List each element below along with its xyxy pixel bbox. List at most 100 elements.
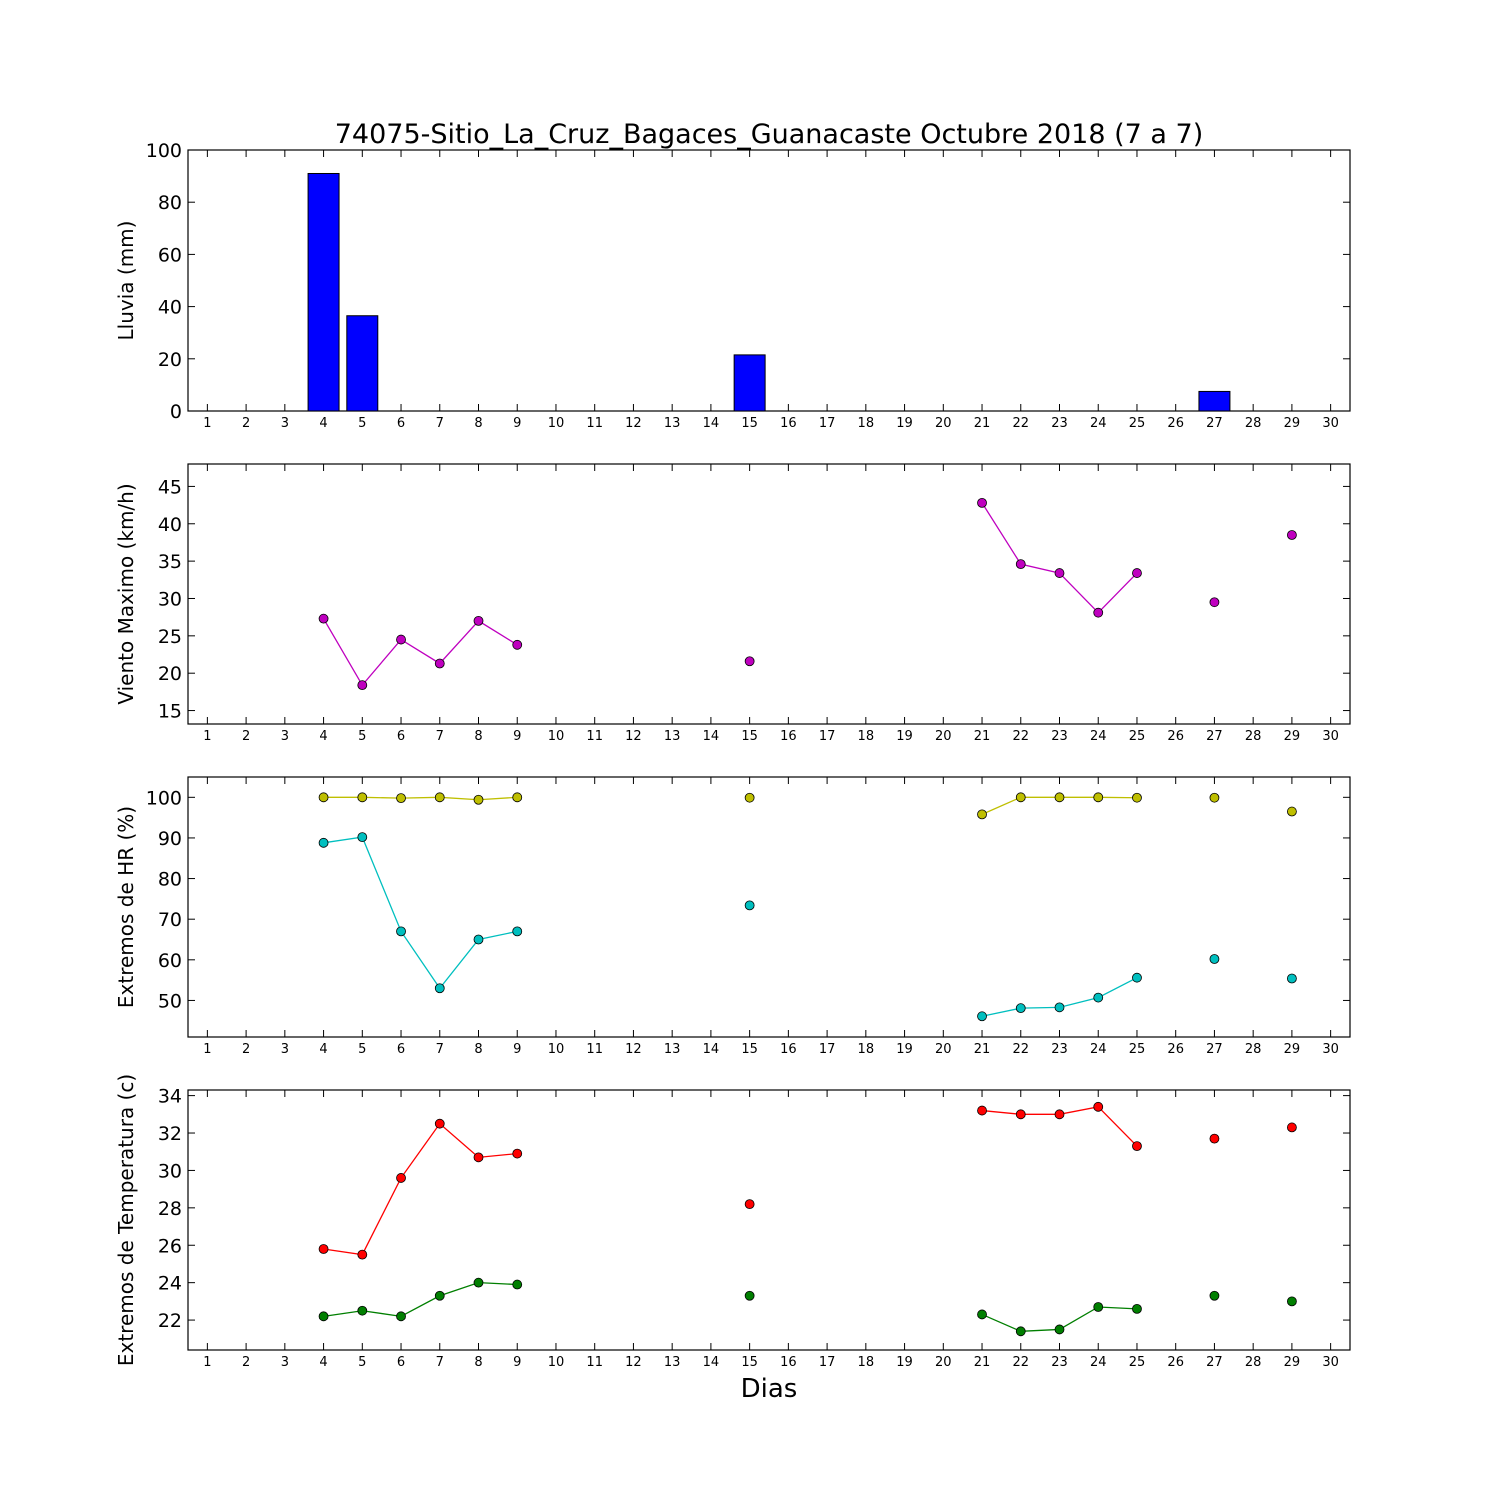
x-tick-label-viento: 6 bbox=[397, 729, 405, 744]
point-temperatura-0-day-27 bbox=[1209, 1133, 1220, 1144]
y-tick-label-humedad: 50 bbox=[158, 990, 182, 1012]
y-tick-label-temperatura: 24 bbox=[158, 1273, 182, 1295]
x-tick-label-viento: 20 bbox=[935, 729, 952, 744]
x-tick-label-lluvia: 26 bbox=[1167, 416, 1184, 431]
y-axis-label-lluvia: Lluvia (mm) bbox=[114, 221, 138, 341]
x-tick-label-viento: 25 bbox=[1129, 729, 1146, 744]
x-tick-label-lluvia: 19 bbox=[896, 416, 913, 431]
x-tick-label-temperatura: 8 bbox=[474, 1355, 482, 1370]
x-tick-label-lluvia: 28 bbox=[1245, 416, 1262, 431]
point-humedad-0-day-5 bbox=[357, 792, 368, 803]
point-humedad-1-day-9 bbox=[512, 926, 523, 937]
x-tick-label-viento: 15 bbox=[741, 729, 758, 744]
y-tick-label-viento: 40 bbox=[158, 514, 182, 536]
x-tick-label-temperatura: 21 bbox=[974, 1355, 991, 1370]
point-temperatura-1-day-8 bbox=[473, 1277, 484, 1288]
x-tick-label-temperatura: 26 bbox=[1167, 1355, 1184, 1370]
x-tick-label-lluvia: 4 bbox=[319, 416, 327, 431]
x-tick-label-humedad: 28 bbox=[1245, 1042, 1262, 1057]
point-temperatura-1-day-23 bbox=[1054, 1324, 1065, 1335]
x-tick-label-lluvia: 29 bbox=[1284, 416, 1301, 431]
x-tick-label-lluvia: 11 bbox=[586, 416, 603, 431]
point-humedad-0-day-27 bbox=[1209, 792, 1220, 803]
point-viento-0-day-5 bbox=[357, 680, 368, 691]
point-temperatura-1-day-22 bbox=[1015, 1326, 1026, 1337]
x-tick-label-lluvia: 23 bbox=[1051, 416, 1068, 431]
x-tick-label-viento: 16 bbox=[780, 729, 797, 744]
point-temperatura-0-day-15 bbox=[744, 1199, 755, 1210]
x-tick-label-viento: 3 bbox=[281, 729, 289, 744]
point-temperatura-0-day-6 bbox=[396, 1173, 406, 1183]
x-tick-label-temperatura: 2 bbox=[242, 1355, 250, 1370]
point-viento-0-day-4 bbox=[318, 613, 329, 624]
x-tick-label-lluvia: 7 bbox=[436, 416, 444, 431]
x-tick-label-humedad: 1 bbox=[203, 1042, 211, 1057]
y-tick-label-lluvia: 100 bbox=[146, 140, 182, 162]
x-tick-label-temperatura: 11 bbox=[586, 1355, 603, 1370]
y-tick-label-lluvia: 60 bbox=[158, 244, 182, 266]
x-tick-label-lluvia: 10 bbox=[548, 416, 565, 431]
x-tick-label-temperatura: 16 bbox=[780, 1355, 797, 1370]
point-humedad-0-day-23 bbox=[1054, 792, 1065, 803]
x-tick-label-temperatura: 25 bbox=[1129, 1355, 1146, 1370]
x-tick-label-humedad: 10 bbox=[548, 1042, 565, 1057]
x-tick-label-humedad: 12 bbox=[625, 1042, 642, 1057]
panel-frame-temperatura bbox=[187, 1089, 1351, 1351]
x-axis-label: Dias bbox=[741, 1374, 798, 1404]
point-humedad-0-day-7 bbox=[434, 792, 445, 803]
point-humedad-1-day-6 bbox=[396, 926, 406, 937]
point-temperatura-1-day-7 bbox=[434, 1290, 445, 1301]
point-viento-0-day-25 bbox=[1132, 568, 1142, 578]
x-tick-label-viento: 22 bbox=[1012, 729, 1029, 744]
y-tick-label-temperatura: 28 bbox=[158, 1198, 182, 1220]
point-humedad-0-day-4 bbox=[318, 792, 329, 803]
x-tick-label-viento: 11 bbox=[586, 729, 603, 744]
point-humedad-0-day-15 bbox=[744, 792, 755, 803]
x-tick-label-humedad: 4 bbox=[319, 1042, 327, 1057]
x-tick-label-temperatura: 27 bbox=[1206, 1355, 1223, 1370]
x-tick-label-humedad: 8 bbox=[474, 1042, 482, 1057]
x-tick-label-temperatura: 7 bbox=[436, 1355, 444, 1370]
x-tick-label-viento: 2 bbox=[242, 729, 250, 744]
x-tick-label-humedad: 25 bbox=[1129, 1042, 1146, 1057]
y-tick-label-viento: 35 bbox=[158, 551, 182, 573]
y-axis-label-temperatura: Extremos de Temperatura (c) bbox=[114, 1074, 138, 1366]
x-tick-label-temperatura: 20 bbox=[935, 1355, 952, 1370]
x-tick-label-lluvia: 13 bbox=[664, 416, 681, 431]
y-tick-label-humedad: 60 bbox=[158, 950, 182, 972]
point-humedad-1-day-4 bbox=[318, 837, 329, 848]
x-tick-label-viento: 12 bbox=[625, 729, 642, 744]
x-tick-label-humedad: 19 bbox=[896, 1042, 913, 1057]
point-humedad-0-day-24 bbox=[1093, 792, 1104, 803]
y-tick-label-temperatura: 30 bbox=[158, 1160, 182, 1182]
x-tick-label-lluvia: 9 bbox=[513, 416, 521, 431]
x-tick-label-viento: 9 bbox=[513, 729, 521, 744]
x-tick-label-lluvia: 8 bbox=[474, 416, 482, 431]
point-temperatura-0-day-22 bbox=[1015, 1109, 1026, 1120]
x-tick-label-lluvia: 30 bbox=[1322, 416, 1339, 431]
y-tick-label-humedad: 90 bbox=[158, 828, 182, 850]
point-temperatura-0-day-24 bbox=[1093, 1101, 1104, 1112]
y-axis-label-viento: Viento Maximo (km/h) bbox=[114, 483, 138, 704]
chart-title: 74075-Sitio_La_Cruz_Bagaces_Guanacaste O… bbox=[335, 119, 1204, 150]
series-line-humedad-0 bbox=[323, 796, 518, 801]
x-tick-label-lluvia: 17 bbox=[819, 416, 836, 431]
point-humedad-0-day-8 bbox=[473, 794, 484, 805]
x-tick-label-humedad: 29 bbox=[1284, 1042, 1301, 1057]
x-tick-label-lluvia: 18 bbox=[858, 416, 875, 431]
x-tick-label-humedad: 22 bbox=[1012, 1042, 1029, 1057]
point-temperatura-0-day-5 bbox=[357, 1249, 368, 1260]
point-viento-0-day-22 bbox=[1015, 559, 1026, 570]
series-line-humedad-1 bbox=[323, 836, 518, 990]
point-temperatura-0-day-9 bbox=[512, 1148, 523, 1159]
point-viento-0-day-29 bbox=[1287, 530, 1297, 540]
point-temperatura-1-day-6 bbox=[396, 1311, 406, 1322]
y-tick-label-humedad: 80 bbox=[158, 869, 182, 891]
point-temperatura-1-day-15 bbox=[744, 1290, 755, 1301]
y-tick-label-temperatura: 26 bbox=[158, 1235, 182, 1257]
x-tick-label-viento: 18 bbox=[858, 729, 875, 744]
